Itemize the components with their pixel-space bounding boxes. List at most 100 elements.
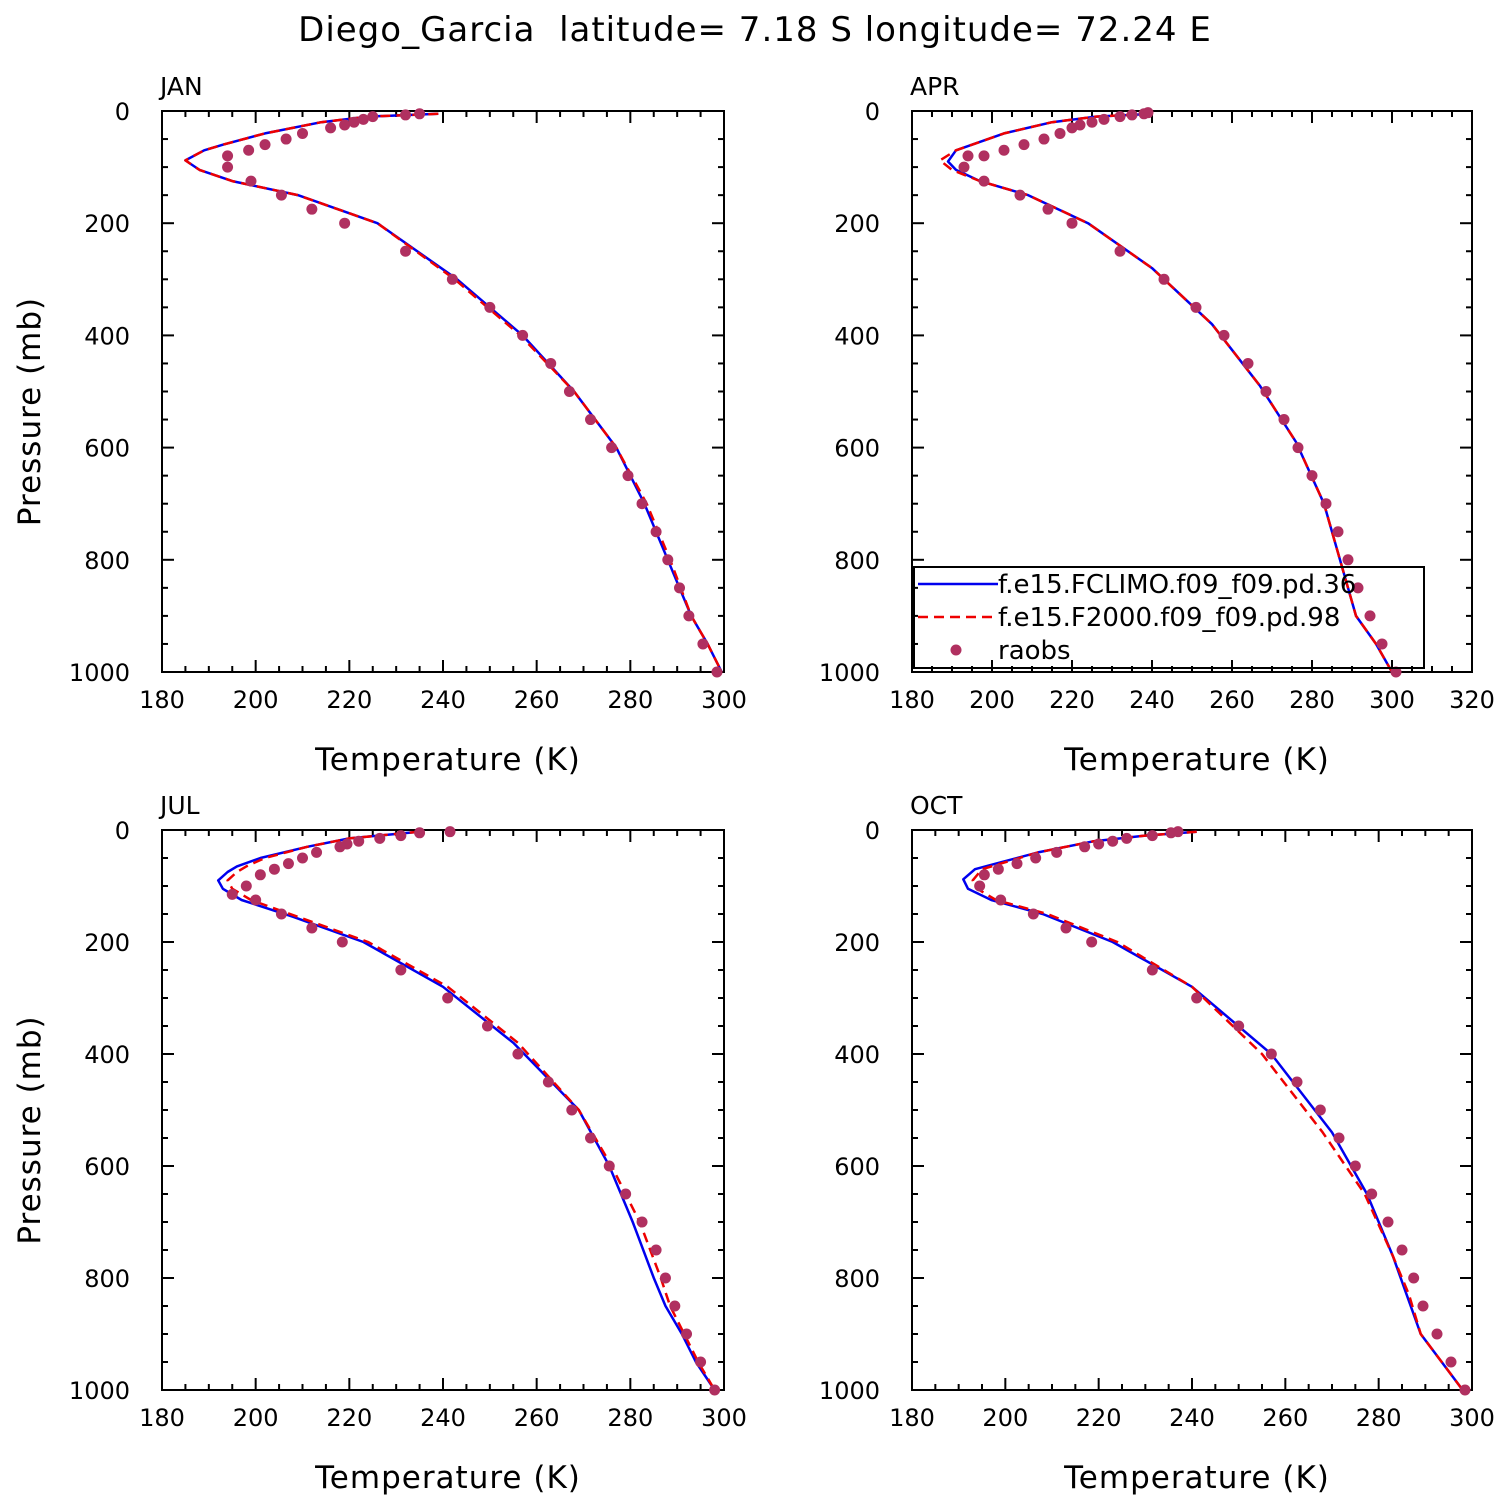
panel-label: JAN — [158, 72, 203, 101]
y-tick-label: 400 — [84, 322, 130, 350]
raobs-point — [636, 498, 648, 510]
x-tick-label: 200 — [233, 686, 279, 714]
x-tick-label: 220 — [1076, 1404, 1122, 1432]
raobs-point — [1332, 526, 1344, 538]
y-tick-label: 600 — [84, 1153, 130, 1181]
raobs-point — [585, 414, 597, 426]
y-tick-label: 1000 — [69, 1377, 130, 1405]
y-tick-label: 600 — [834, 1153, 880, 1181]
raobs-point — [367, 111, 379, 123]
raobs-point — [1066, 122, 1078, 134]
raobs-point — [414, 827, 426, 839]
raobs-point — [1011, 858, 1023, 870]
raobs-point — [1352, 582, 1364, 594]
raobs-point — [1349, 1160, 1361, 1172]
raobs-point — [998, 144, 1010, 156]
raobs-point — [1038, 133, 1050, 145]
figure-title: Diego_Garcia latitude= 7.18 S longitude=… — [298, 10, 1212, 50]
y-tick-label: 200 — [834, 929, 880, 957]
raobs-point — [1417, 1300, 1429, 1312]
y-tick-label: 0 — [865, 817, 880, 845]
raobs-point — [1018, 139, 1030, 151]
raobs-point — [353, 835, 365, 847]
x-tick-label: 200 — [982, 1404, 1028, 1432]
raobs-point — [978, 150, 990, 162]
x-tick-label: 280 — [1289, 686, 1335, 714]
y-tick-label: 600 — [834, 435, 880, 463]
raobs-point — [662, 554, 674, 566]
series-line-fclimo — [184, 112, 723, 673]
raobs-point — [250, 894, 262, 906]
panel-label: APR — [910, 72, 960, 101]
raobs-point — [978, 175, 990, 187]
raobs-point — [1121, 832, 1133, 844]
raobs-point — [622, 470, 634, 482]
raobs-point — [444, 826, 456, 838]
raobs-point — [1459, 1384, 1471, 1396]
y-tick-label: 200 — [84, 210, 130, 238]
x-tick-label: 240 — [420, 686, 466, 714]
raobs-point — [1278, 414, 1290, 426]
raobs-point — [512, 1048, 524, 1060]
raobs-point — [1306, 470, 1318, 482]
raobs-point — [1265, 1048, 1277, 1060]
x-tick-label: 260 — [1209, 686, 1255, 714]
raobs-point — [395, 830, 407, 842]
raobs-point — [280, 133, 292, 145]
y-tick-label: 200 — [834, 210, 880, 238]
x-tick-label: 180 — [889, 686, 935, 714]
raobs-point — [1364, 610, 1376, 622]
raobs-point — [348, 116, 360, 128]
raobs-point — [325, 122, 337, 134]
y-tick-label: 800 — [84, 1265, 130, 1293]
x-tick-label: 180 — [139, 686, 185, 714]
raobs-point — [297, 127, 308, 139]
raobs-point — [1382, 1216, 1394, 1228]
series-line-f2000 — [226, 830, 716, 1391]
y-tick-label: 0 — [115, 817, 130, 845]
raobs-point — [275, 189, 287, 201]
series-line-f2000 — [184, 112, 723, 673]
plot-frame — [161, 110, 725, 673]
x-axis-title: Temperature (K) — [1063, 1460, 1330, 1496]
legend: f.e15.FCLIMO.f09_f09.pd.36f.e15.F2000.f0… — [913, 566, 1425, 669]
raobs-point — [1165, 827, 1177, 839]
legend-marker — [950, 644, 962, 656]
raobs-point — [585, 1132, 597, 1144]
x-tick-label: 200 — [969, 686, 1015, 714]
raobs-point — [1146, 830, 1158, 842]
raobs-point — [311, 846, 323, 858]
y-tick-label: 1000 — [69, 659, 130, 687]
y-tick-label: 1000 — [819, 1377, 880, 1405]
raobs-point — [1292, 442, 1304, 454]
raobs-point — [620, 1188, 632, 1200]
raobs-point — [1390, 666, 1402, 678]
panel-jul: 180 200 220 240 260 280 300 0 200 400 600 800 1000 Te… — [12, 791, 747, 1496]
plot-frame — [161, 829, 725, 1391]
raobs-point — [259, 139, 271, 151]
raobs-point — [1445, 1356, 1457, 1368]
raobs-point — [400, 109, 412, 121]
raobs-point — [1233, 1020, 1245, 1032]
raobs-point — [1320, 498, 1332, 510]
raobs-point — [1431, 1328, 1443, 1340]
y-tick-label: 400 — [84, 1041, 130, 1069]
raobs-point — [683, 610, 695, 622]
y-tick-label: 800 — [84, 547, 130, 575]
raobs-point — [1218, 329, 1230, 341]
raobs-point — [446, 273, 458, 285]
raobs-point — [1291, 1076, 1303, 1088]
panel-apr: 180 200 220 240 260 280 300 320 0 200 400 600 800 100… — [819, 72, 1495, 778]
legend-label: f.e15.F2000.f09_f09.pd.98 — [998, 603, 1340, 633]
x-tick-label: 280 — [607, 686, 653, 714]
raobs-point — [1086, 936, 1098, 948]
raobs-point — [995, 894, 1007, 906]
raobs-point — [603, 1160, 615, 1172]
y-axis-title: Pressure (mb) — [12, 297, 48, 526]
raobs-point — [222, 150, 234, 162]
raobs-point — [1042, 203, 1054, 215]
raobs-point — [282, 858, 294, 870]
raobs-point — [1342, 554, 1354, 566]
raobs-point — [484, 301, 496, 313]
raobs-point — [306, 203, 318, 215]
